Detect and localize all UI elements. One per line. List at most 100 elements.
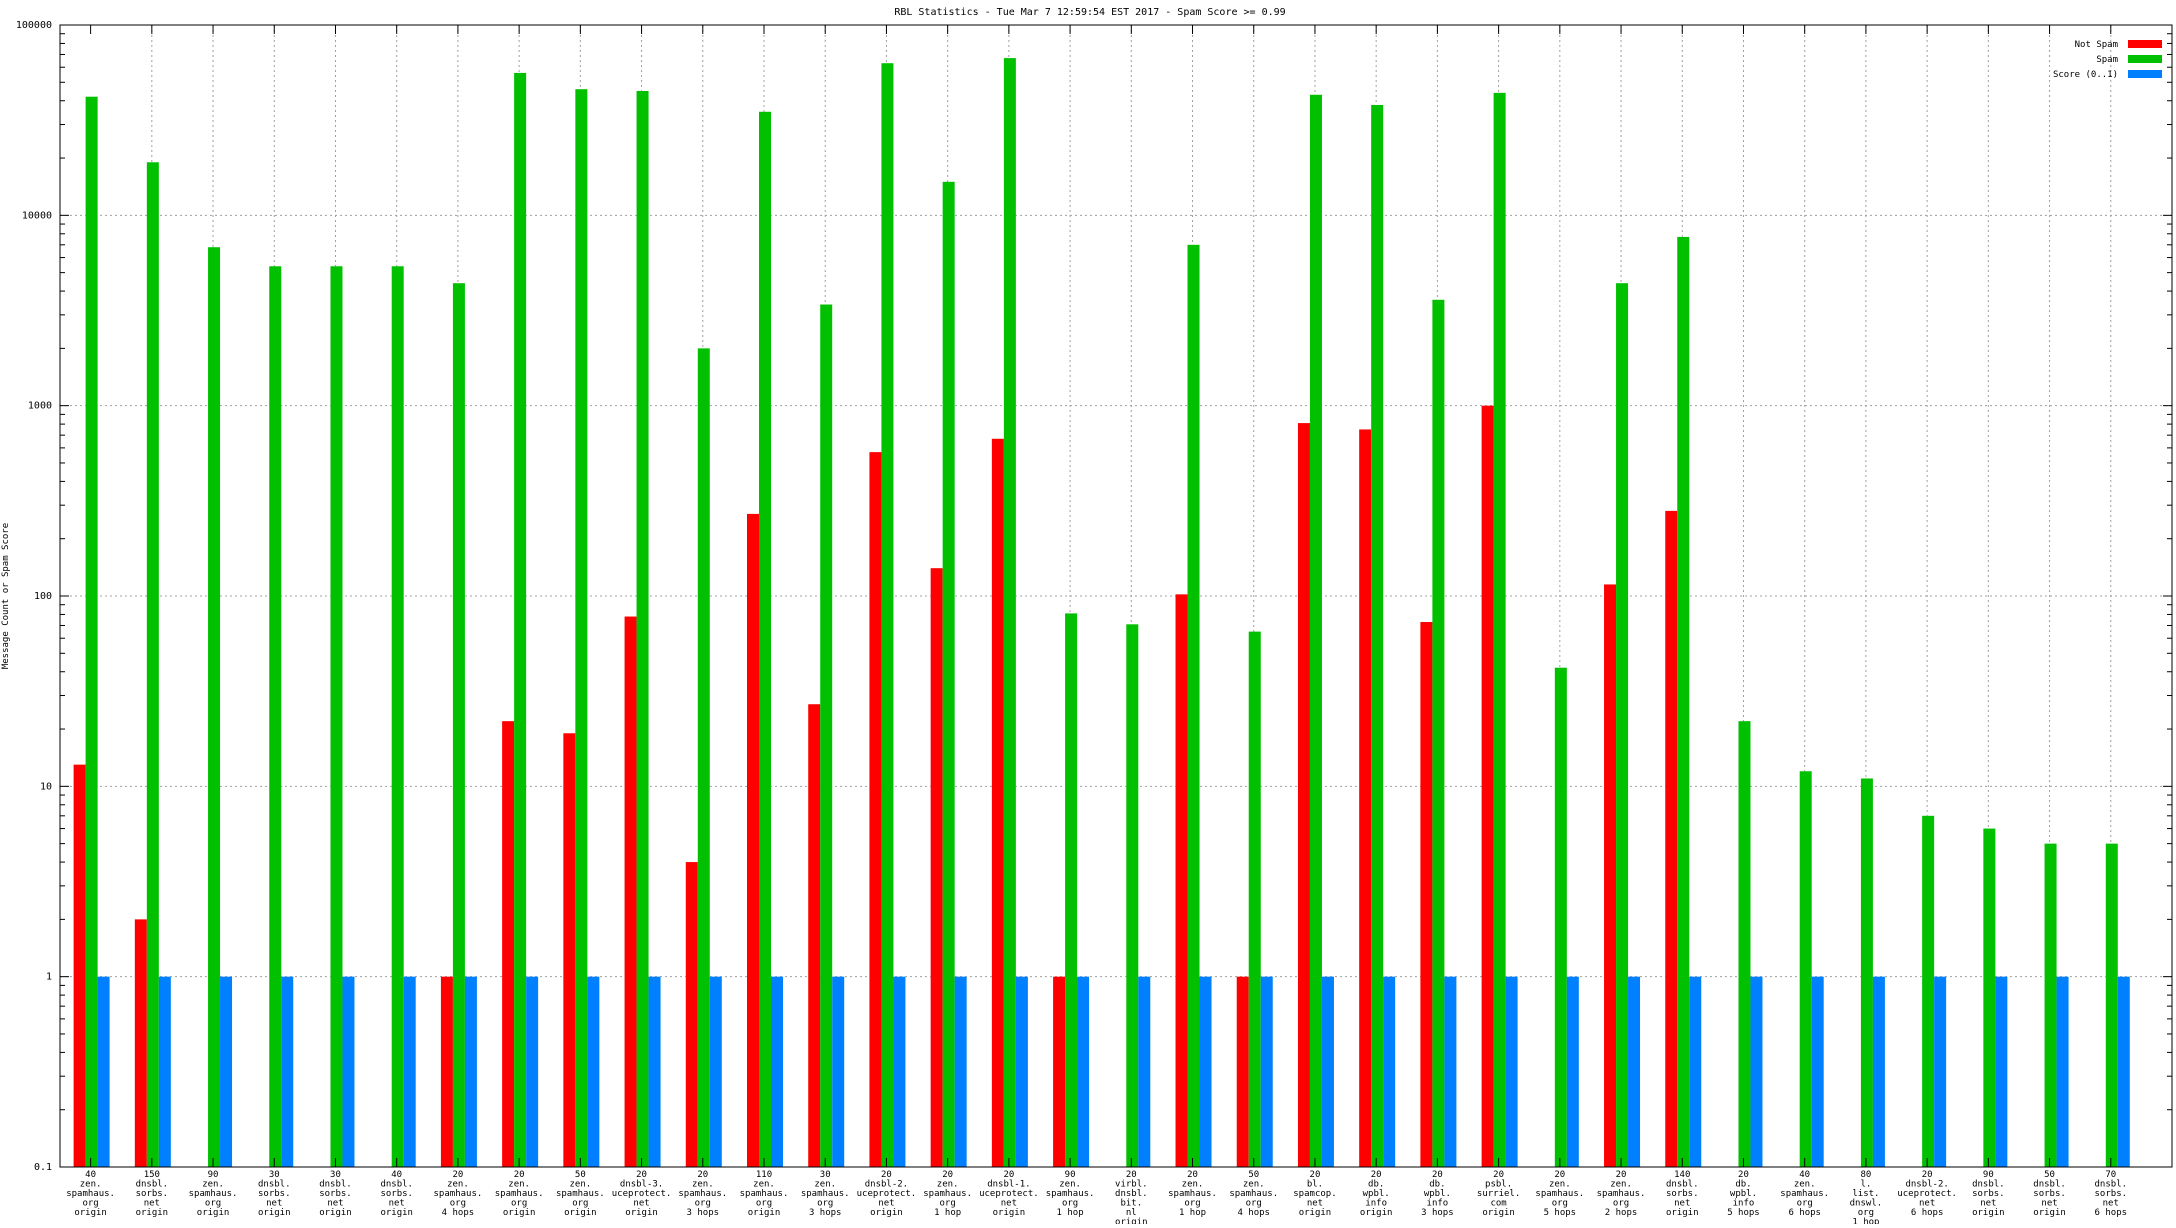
bar-spam bbox=[1493, 92, 1506, 1168]
x-category-label-line: uceprotect. bbox=[857, 1189, 917, 1199]
bar-score-0-1 bbox=[403, 976, 416, 1167]
x-category-label-line: virbl. bbox=[1115, 1180, 1148, 1190]
x-category-label-line: uceprotect. bbox=[612, 1189, 672, 1199]
legend-swatch bbox=[2128, 40, 2162, 48]
bar-not-spam bbox=[747, 513, 759, 1167]
x-category-label-line: psbl. bbox=[1485, 1180, 1512, 1190]
x-category-label-line: dnsbl-1. bbox=[987, 1180, 1030, 1190]
x-category-label: 20 zen. spamhaus. org 1 hop bbox=[923, 1170, 972, 1218]
bar-not-spam bbox=[73, 764, 86, 1167]
x-category-label-line: zen. bbox=[692, 1180, 714, 1190]
x-category-label-line: spamhaus. bbox=[1229, 1189, 1278, 1199]
x-category-label-line: sorbs. bbox=[1666, 1189, 1699, 1199]
x-category-label-line: sorbs. bbox=[2095, 1189, 2128, 1199]
bar-score-0-1 bbox=[1138, 976, 1151, 1167]
bar-spam bbox=[636, 91, 649, 1167]
bar-spam bbox=[2044, 843, 2057, 1167]
x-category-label-line: 20 bbox=[514, 1170, 525, 1180]
legend-swatch bbox=[2128, 70, 2162, 78]
bar-spam bbox=[514, 72, 527, 1167]
bar-not-spam bbox=[1175, 594, 1188, 1167]
y-tick-labels: 0.1 1 10 100 1000 10000 100000 bbox=[16, 20, 52, 1173]
bar-spam bbox=[1677, 236, 1690, 1167]
bar-score-0-1 bbox=[1872, 976, 1885, 1167]
x-category-label-line: 3 hops bbox=[809, 1208, 842, 1218]
x-category-label-line: nl bbox=[1126, 1208, 1137, 1218]
bar-spam bbox=[146, 162, 159, 1168]
x-category-label: 20 zen. spamhaus. org 4 hops bbox=[434, 1170, 483, 1218]
x-category-label-line: dnsbl. bbox=[1666, 1180, 1699, 1190]
x-category-label-line: origin bbox=[625, 1208, 658, 1218]
x-category-label-line: net bbox=[1307, 1199, 1323, 1209]
x-category-label-line: 1 hop bbox=[934, 1208, 961, 1218]
x-category-label-line: dnsbl-2. bbox=[1905, 1180, 1948, 1190]
x-category-label-line: origin bbox=[380, 1208, 413, 1218]
y-tick-label: 100000 bbox=[16, 20, 52, 31]
x-category-label: 20 db. wpbl. info 5 hops bbox=[1727, 1170, 1760, 1218]
bar-score-0-1 bbox=[2117, 976, 2130, 1167]
x-category-label-line: 40 bbox=[391, 1170, 402, 1180]
x-category-label-line: org bbox=[1184, 1199, 1200, 1209]
x-category-label-line: sorbs. bbox=[1972, 1189, 2005, 1199]
x-category-label-line: 30 bbox=[330, 1170, 341, 1180]
bar-score-0-1 bbox=[1689, 976, 1702, 1167]
legend-label: Spam bbox=[2096, 55, 2118, 65]
x-category-label-line: sorbs. bbox=[136, 1189, 169, 1199]
x-category-label-line: org bbox=[756, 1199, 772, 1209]
x-category-label-line: origin bbox=[74, 1208, 107, 1218]
y-tick-label: 100 bbox=[34, 591, 52, 602]
bar-score-0-1 bbox=[1566, 976, 1579, 1167]
bar-not-spam bbox=[1297, 423, 1310, 1167]
x-category-label-line: org bbox=[940, 1199, 956, 1209]
x-category-label-line: origin bbox=[1666, 1208, 1699, 1218]
x-category-label-line: 4 hops bbox=[1237, 1208, 1270, 1218]
x-category-label-line: zen. bbox=[1182, 1180, 1204, 1190]
bar-not-spam bbox=[624, 616, 637, 1167]
x-category-label-line: origin bbox=[197, 1208, 230, 1218]
x-category-label-line: origin bbox=[1360, 1208, 1393, 1218]
x-category-label: 20 zen. spamhaus. org 1 hop bbox=[1168, 1170, 1217, 1218]
x-category-label-line: 6 hops bbox=[1788, 1208, 1821, 1218]
x-category-label-line: 20 bbox=[1493, 1170, 1504, 1180]
x-category-label: 20 dnsbl-3. uceprotect. net origin bbox=[612, 1170, 672, 1218]
x-category-label-line: zen. bbox=[937, 1180, 959, 1190]
chart-title: RBL Statistics - Tue Mar 7 12:59:54 EST … bbox=[894, 7, 1285, 18]
x-category-label: 40 dnsbl. sorbs. net origin bbox=[380, 1170, 413, 1218]
bar-score-0-1 bbox=[1383, 976, 1396, 1167]
x-category-label: 20 zen. spamhaus. org 3 hops bbox=[678, 1170, 727, 1218]
x-category-label-line: 90 bbox=[1983, 1170, 1994, 1180]
x-category-label-line: zen. bbox=[753, 1180, 775, 1190]
bar-score-0-1 bbox=[1934, 976, 1947, 1167]
bar-spam bbox=[1003, 58, 1016, 1168]
x-category-label-line: 20 bbox=[1371, 1170, 1382, 1180]
bar-score-0-1 bbox=[2056, 976, 2069, 1167]
x-category-label-line: 3 hops bbox=[1421, 1208, 1454, 1218]
x-category-label-line: net bbox=[1001, 1199, 1017, 1209]
x-category-label-line: info bbox=[1427, 1199, 1449, 1209]
x-category-label-line: net bbox=[144, 1199, 160, 1209]
y-tick-label: 10000 bbox=[22, 210, 52, 221]
x-category-label-line: 20 bbox=[636, 1170, 647, 1180]
x-category-label: 30 dnsbl. sorbs. net origin bbox=[258, 1170, 291, 1218]
x-category-label-line: dnsbl. bbox=[319, 1180, 352, 1190]
bar-spam bbox=[85, 96, 98, 1167]
x-category-label-line: 20 bbox=[452, 1170, 463, 1180]
x-category-label-line: org bbox=[1552, 1199, 1568, 1209]
bar-spam bbox=[1309, 94, 1322, 1167]
x-category-label-line: origin bbox=[503, 1208, 536, 1218]
x-category-label-line: spamhaus. bbox=[923, 1189, 972, 1199]
bar-score-0-1 bbox=[771, 976, 783, 1167]
bar-score-0-1 bbox=[832, 976, 845, 1167]
bar-score-0-1 bbox=[1444, 976, 1457, 1167]
x-category-label-line: 20 bbox=[942, 1170, 953, 1180]
x-category-label-line: 1 hop bbox=[1852, 1218, 1879, 1225]
bar-score-0-1 bbox=[954, 976, 967, 1167]
bar-spam bbox=[1799, 771, 1812, 1167]
x-category-label-line: 5 hops bbox=[1727, 1208, 1760, 1218]
bar-spam bbox=[1371, 104, 1384, 1167]
bar-score-0-1 bbox=[1811, 976, 1824, 1167]
x-category-label: 50 zen. spamhaus. org 4 hops bbox=[1229, 1170, 1278, 1218]
bar-spam bbox=[269, 266, 282, 1168]
x-category-label-line: zen. bbox=[1059, 1180, 1081, 1190]
bar-spam bbox=[942, 181, 955, 1168]
